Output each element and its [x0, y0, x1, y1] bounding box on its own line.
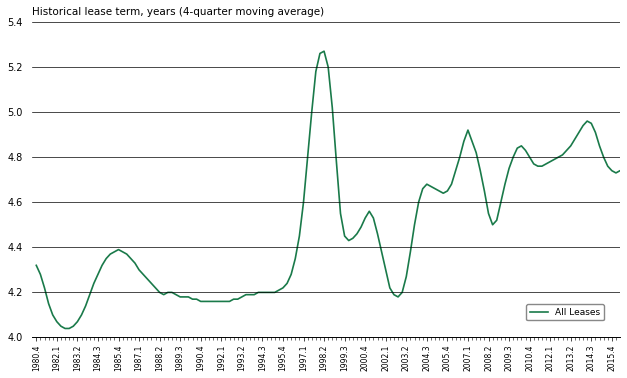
All Leases — [592, 130, 599, 135]
All Leases — [489, 223, 497, 227]
All Leases — [505, 166, 513, 171]
Legend: All Leases: All Leases — [526, 304, 604, 320]
All Leases — [61, 326, 69, 331]
All Leases — [382, 268, 389, 272]
All Leases — [624, 170, 627, 175]
Text: Historical lease term, years (4-quarter moving average): Historical lease term, years (4-quarter … — [32, 7, 324, 17]
All Leases — [320, 49, 328, 53]
All Leases — [65, 326, 73, 331]
All Leases — [36, 272, 44, 277]
All Leases — [33, 263, 40, 268]
Line: All Leases: All Leases — [36, 51, 627, 328]
